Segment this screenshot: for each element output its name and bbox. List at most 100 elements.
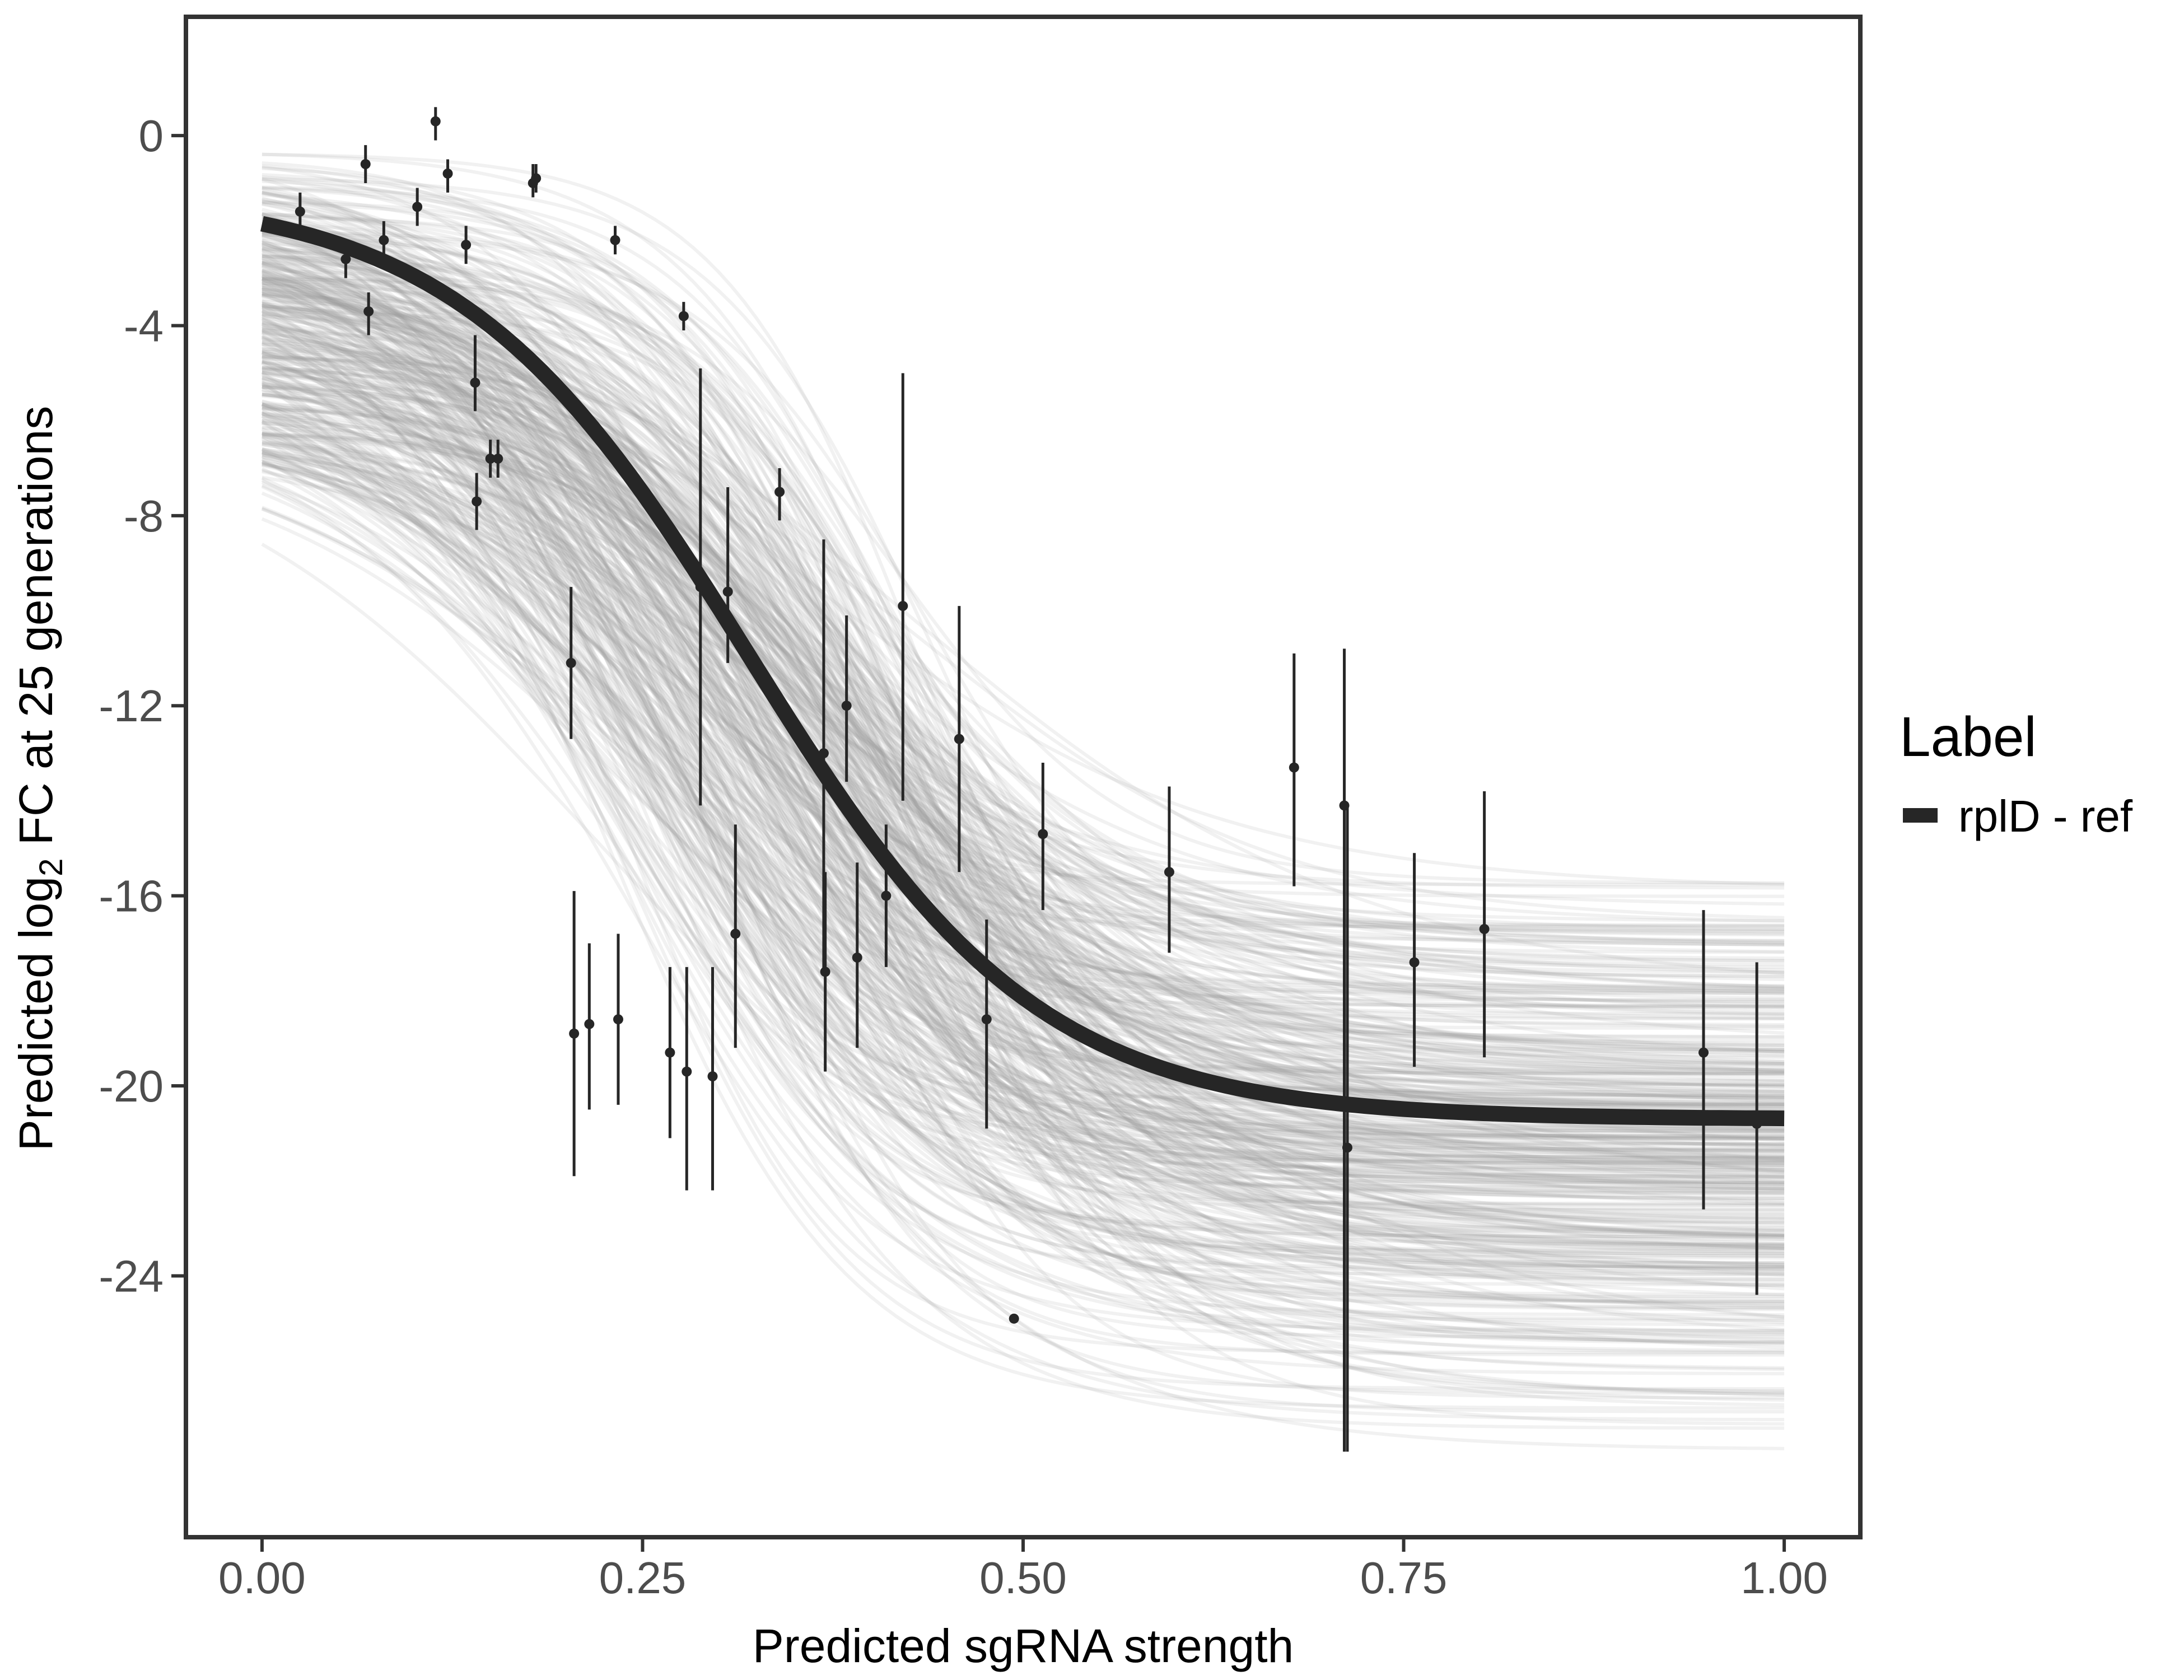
posterior-sample-curve	[261, 329, 1785, 1287]
data-point	[295, 192, 305, 231]
posterior-sample-curve	[262, 321, 1785, 1355]
posterior-sample-curve	[262, 452, 1785, 1091]
posterior-sample-curve	[262, 441, 1785, 1073]
posterior-sample-curve	[261, 467, 1785, 1166]
data-point	[818, 539, 829, 972]
posterior-sample-curve	[261, 217, 1785, 1020]
data-point	[379, 221, 389, 259]
posterior-sample-curve	[262, 191, 1785, 1310]
posterior-sample-curve	[261, 263, 1785, 1116]
posterior-sample-curve	[262, 451, 1785, 1020]
posterior-sample-curve	[262, 354, 1785, 1133]
posterior-sample-curve	[262, 313, 1785, 1098]
data-point	[485, 440, 496, 478]
point-marker	[412, 202, 423, 212]
point-marker	[1009, 1313, 1019, 1324]
posterior-sample-curve	[261, 483, 1785, 1153]
posterior-sample-curve	[262, 399, 1785, 906]
posterior-sample-curve	[262, 166, 1785, 1184]
data-point	[430, 107, 441, 141]
posterior-sample-curve	[262, 328, 1785, 1056]
point-marker	[818, 748, 829, 759]
posterior-sample-curve	[262, 305, 1785, 931]
posterior-sample-curve	[261, 283, 1785, 1239]
posterior-sample-curve	[262, 342, 1785, 960]
posterior-sample-curve	[261, 340, 1785, 1053]
posterior-sample-curve	[262, 260, 1785, 1228]
point-marker	[841, 701, 852, 711]
data-point	[707, 967, 718, 1191]
posterior-sample-curve	[261, 455, 1785, 1003]
posterior-sample-curve	[262, 229, 1785, 1063]
posterior-sample-curve	[262, 349, 1785, 1242]
point-marker	[470, 377, 480, 388]
posterior-sample-curve	[261, 385, 1785, 1167]
posterior-sample-curve	[261, 437, 1785, 1206]
posterior-sample-curve	[262, 288, 1785, 1207]
posterior-sample-curve	[262, 276, 1785, 1272]
posterior-sample-curve	[261, 459, 1785, 1450]
posterior-sample-curve	[261, 243, 1785, 1165]
point-marker	[774, 487, 785, 497]
posterior-sample-curve	[262, 440, 1785, 1146]
posterior-sample-curve	[262, 390, 1785, 1054]
y-tick-label: -24	[99, 1251, 164, 1301]
posterior-sample-curve	[262, 161, 1785, 1320]
posterior-sample-curve	[261, 269, 1785, 1104]
posterior-sample-curve	[262, 400, 1785, 1250]
posterior-sample-curve	[262, 178, 1785, 1273]
x-tick-label: 0.00	[218, 1553, 306, 1603]
posterior-sample-curve	[262, 243, 1785, 928]
posterior-sample-curve	[262, 215, 1785, 1281]
data-point	[981, 920, 992, 1129]
posterior-sample-curve	[262, 359, 1785, 1191]
posterior-sample-curve	[262, 319, 1785, 1035]
posterior-sample-curve	[262, 261, 1785, 1247]
point-marker	[569, 1028, 580, 1039]
posterior-sample-curve	[261, 270, 1785, 1430]
data-point	[531, 164, 542, 193]
posterior-sample-curve	[262, 281, 1785, 1184]
point-marker	[493, 454, 503, 464]
posterior-sample-curve	[262, 189, 1785, 988]
posterior-sample-curve	[261, 543, 1785, 1287]
posterior-sample-curve	[262, 306, 1785, 1264]
data-point	[613, 934, 623, 1105]
posterior-sample-curve	[262, 179, 1785, 1220]
posterior-sample-curve	[261, 256, 1785, 1172]
point-marker	[665, 1047, 675, 1058]
posterior-sample-curve	[262, 393, 1785, 1264]
posterior-sample-curve	[261, 402, 1785, 1247]
posterior-sample-curve	[262, 310, 1785, 1233]
posterior-sample-curve	[261, 289, 1785, 1284]
posterior-sample-curve	[262, 302, 1785, 1111]
posterior-sample-curve	[262, 432, 1785, 1009]
posterior-sample-curve	[262, 385, 1785, 1151]
posterior-sample-curve	[261, 316, 1785, 1410]
posterior-sample-curve	[262, 165, 1785, 1211]
posterior-sample-curve	[262, 269, 1785, 885]
posterior-sample-curve	[262, 447, 1785, 890]
posterior-sample-curve	[262, 322, 1785, 1097]
posterior-sample-curve	[262, 475, 1785, 1054]
data-point	[1342, 805, 1352, 1452]
posterior-sample-curve	[262, 246, 1785, 1138]
posterior-sample-curve	[262, 293, 1785, 1150]
data-point	[722, 487, 733, 663]
data-point	[852, 862, 862, 1048]
posterior-sample-curve	[262, 286, 1785, 1402]
posterior-sample-curve	[261, 241, 1785, 1111]
point-marker	[682, 1066, 692, 1077]
posterior-sample-curve	[262, 370, 1785, 1039]
posterior-sample-curve	[262, 231, 1785, 1004]
posterior-sample-curve	[262, 269, 1785, 923]
posterior-sample-curve	[262, 393, 1785, 1106]
posterior-sample-curve	[261, 251, 1785, 1336]
data-point	[363, 292, 374, 335]
posterior-sample-curve	[262, 407, 1785, 1146]
posterior-sample-curve	[262, 325, 1785, 1132]
posterior-sample-curve	[261, 507, 1785, 1172]
posterior-sample-curve	[262, 470, 1785, 927]
posterior-sample-curve	[262, 259, 1785, 1075]
